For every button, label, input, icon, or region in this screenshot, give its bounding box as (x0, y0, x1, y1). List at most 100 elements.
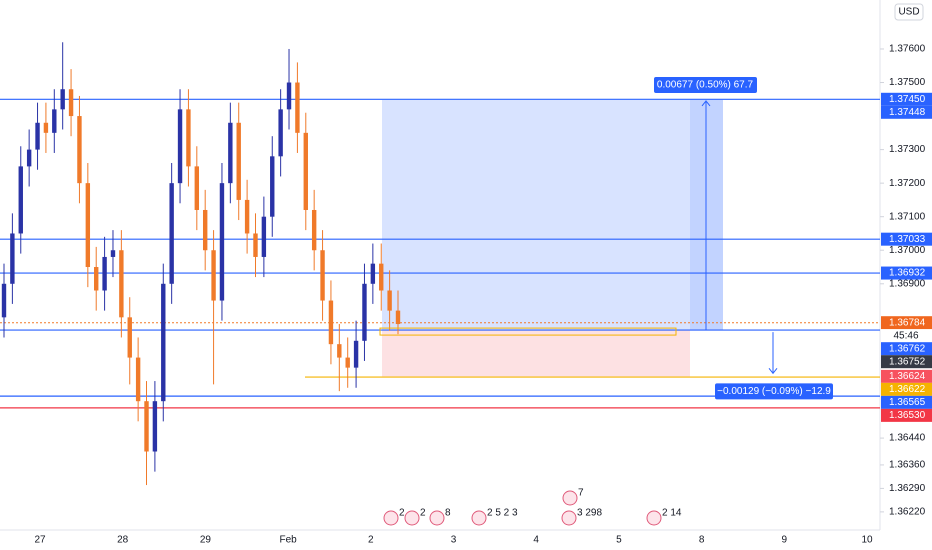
candle-body (68, 89, 74, 117)
candle-body (328, 300, 334, 345)
candle-body (337, 344, 342, 358)
y-tick-label: 1.37200 (889, 178, 926, 189)
event-count: 3 298 (577, 508, 602, 519)
candle-body (211, 250, 216, 301)
y-tick-label: 1.36900 (889, 278, 926, 289)
candle-body (18, 166, 23, 234)
price-label-bg (881, 342, 932, 356)
y-tick-label: 1.36220 (889, 507, 926, 518)
candle-body (353, 340, 359, 368)
y-tick-label: 1.36360 (889, 460, 926, 471)
x-tick-label: 9 (782, 535, 788, 546)
candle-body (253, 233, 258, 257)
x-tick-label: 2 (368, 535, 374, 546)
candle-body (135, 357, 141, 402)
event-count: 2 5 2 3 (487, 508, 518, 519)
candle-body (43, 122, 49, 133)
countdown-bg (881, 329, 932, 343)
price-label-bg (881, 105, 932, 119)
profit-label: 0.00677 (0.50%) 67.7 (657, 80, 754, 91)
price-label-bg (881, 266, 932, 280)
candle-body (26, 149, 32, 167)
price-label: 1.36622 (889, 384, 926, 395)
price-label: 1.36530 (889, 410, 926, 421)
plot-area: 0.00677 (0.50%) 67.7 −0.00129 (−0.09%) −1… (0, 42, 880, 486)
countdown: 45:46 (893, 330, 918, 341)
price-label-bg (881, 382, 932, 396)
event-icon (429, 510, 445, 526)
loss-label: −0.00129 (−0.09%) −12.9 (717, 386, 831, 397)
candle-body (85, 183, 91, 268)
price-label-bg (881, 408, 932, 422)
price-label-bg (881, 369, 932, 383)
candle-body (278, 109, 283, 157)
y-tick-label: 1.37000 (889, 245, 926, 256)
candle-body (127, 317, 132, 358)
candle-body (395, 310, 401, 325)
price-label: 1.36932 (889, 268, 926, 279)
candle-body (202, 209, 208, 251)
y-tick-label: 1.36440 (889, 433, 926, 444)
y-tick-label: 1.37100 (889, 211, 926, 222)
candle-body (169, 183, 174, 284)
currency-label: USD (898, 7, 919, 18)
candle-body (177, 109, 183, 184)
price-label-bg (881, 92, 932, 106)
price-label-bg (881, 232, 932, 246)
event-icon (383, 510, 399, 526)
event-count: 2 (420, 508, 426, 519)
event-count: 2 (399, 508, 405, 519)
event-icon (561, 510, 577, 526)
loss-arrowhead (768, 368, 778, 375)
event-icon (646, 510, 662, 526)
event-icon (404, 510, 420, 526)
profit-arrowhead (701, 100, 711, 107)
candle-body (370, 263, 376, 284)
candle-body (1, 283, 7, 318)
x-tick-label: 4 (533, 535, 539, 546)
loss-badge (715, 383, 833, 400)
candle-body (186, 109, 191, 167)
x-tick-label: 10 (861, 535, 873, 546)
y-tick-label: 1.37300 (889, 144, 926, 155)
price-label: 1.36752 (889, 356, 926, 367)
event-count: 7 (578, 488, 584, 499)
x-tick-label: Feb (279, 535, 297, 546)
candle-body (228, 122, 233, 184)
x-tick-label: 29 (200, 535, 212, 546)
entry-box (379, 327, 677, 336)
y-tick-label: 1.37500 (889, 77, 926, 88)
price-label: 1.36762 (889, 343, 926, 354)
candle-body (270, 156, 275, 217)
candle-body (144, 401, 149, 452)
candle-body (286, 82, 292, 110)
x-tick-label: 5 (616, 535, 622, 546)
x-tick-label: 28 (117, 535, 129, 546)
price-label: 1.37450 (889, 94, 926, 105)
candle-body (194, 166, 200, 210)
candle-body (35, 122, 40, 150)
event-count: 2 14 (662, 508, 682, 519)
currency-button[interactable] (894, 3, 924, 21)
candle-body (119, 250, 124, 318)
loss-zone (382, 330, 690, 377)
candle-body (379, 263, 384, 291)
candle-body (110, 250, 116, 257)
event-count: 8 (445, 508, 451, 519)
event-icon (471, 510, 487, 526)
x-tick-label: 3 (451, 535, 457, 546)
candle-body (362, 283, 367, 341)
candle-body (52, 109, 57, 133)
profit-badge (654, 76, 757, 93)
candle-body (60, 89, 65, 110)
price-label-bg (881, 355, 932, 369)
price-label: 1.36565 (889, 397, 926, 408)
candle-body (244, 199, 250, 234)
price-label-bg (881, 395, 932, 409)
candle-body (261, 216, 267, 257)
price-label: 1.37033 (889, 234, 926, 245)
candle-body (152, 401, 158, 452)
candle-body (94, 267, 99, 291)
y-tick-label: 1.37600 (889, 44, 926, 55)
event-icon (562, 490, 578, 506)
